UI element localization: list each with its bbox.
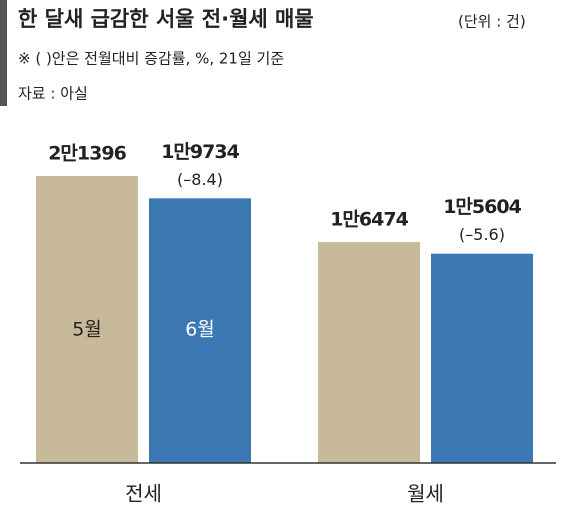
subtitle: ※ ( )안은 전월대비 증감률, %, 21일 기준 — [18, 50, 284, 68]
chart-title: 한 달새 급감한 서울 전·월세 매물 — [18, 7, 314, 31]
bar — [431, 253, 533, 463]
series-label: 6월 — [185, 319, 215, 341]
unit-label: (단위 : 건) — [458, 13, 526, 31]
source: 자료 : 아실 — [18, 85, 88, 103]
bar — [36, 176, 138, 463]
bar — [149, 198, 251, 463]
series-label: 5월 — [72, 319, 102, 341]
value-label: 2만1396 — [48, 143, 126, 165]
value-label: 1만6474 — [330, 209, 408, 231]
accent-bar — [0, 0, 7, 106]
value-label: 1만5604 — [443, 196, 521, 218]
x-tick-label: 전세 — [125, 482, 162, 506]
change-label: (–8.4) — [177, 170, 223, 189]
value-label: 1만9734 — [161, 141, 239, 163]
bar — [318, 242, 420, 463]
x-tick-label: 월세 — [407, 482, 444, 506]
change-label: (–5.6) — [459, 225, 505, 244]
